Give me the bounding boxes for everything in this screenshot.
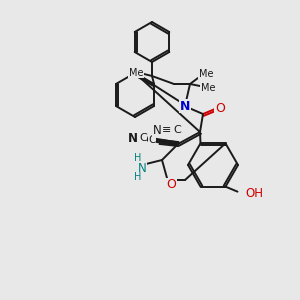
Text: C: C — [148, 135, 156, 145]
Text: Me: Me — [129, 68, 143, 78]
Text: O: O — [215, 103, 225, 116]
Text: OH: OH — [245, 187, 263, 200]
Text: N: N — [138, 161, 146, 175]
Text: H: H — [134, 153, 142, 163]
Text: N: N — [180, 100, 190, 112]
Text: N: N — [153, 124, 161, 136]
Text: ≡: ≡ — [162, 125, 172, 135]
Text: C: C — [173, 125, 181, 135]
Text: C: C — [139, 133, 147, 143]
Text: N: N — [137, 135, 147, 145]
Text: Me: Me — [199, 69, 213, 79]
Text: H: H — [134, 172, 142, 182]
Text: N: N — [128, 131, 138, 145]
Text: O: O — [166, 178, 176, 191]
Text: Me: Me — [201, 83, 215, 93]
